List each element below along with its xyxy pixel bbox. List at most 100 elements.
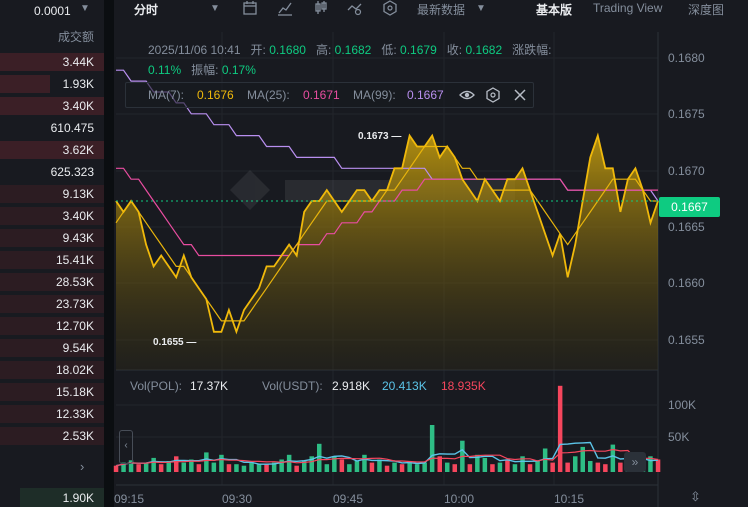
volume-bar <box>610 444 616 472</box>
volume-bar <box>384 465 390 472</box>
info-datetime: 2025/11/06 10:41 <box>148 43 241 57</box>
change-label: 涨跌幅: <box>512 43 552 57</box>
volume-bar <box>595 462 601 472</box>
indicator-settings-icon[interactable] <box>347 0 363 16</box>
chevron-down-icon[interactable]: ▼ <box>476 3 486 14</box>
volume-bar <box>497 462 503 472</box>
volume-bar <box>490 464 495 472</box>
last-trade-row: 1.90K <box>20 488 104 507</box>
vol-ma-a: 20.413K <box>382 379 427 393</box>
high-annotation: 0.1673 — <box>358 131 402 142</box>
volume-bar <box>121 462 126 472</box>
volume-bar <box>565 462 570 472</box>
volume-bar <box>219 454 224 472</box>
trade-row: 28.53K <box>0 271 104 291</box>
trade-row: 9.54K <box>0 337 104 357</box>
trade-row-value: 9.13K <box>62 187 94 201</box>
volume-bar <box>573 456 578 472</box>
volume-bar <box>603 464 608 472</box>
volume-bar <box>527 464 533 472</box>
trade-row-value: 12.70K <box>55 319 94 333</box>
volume-bar <box>354 461 360 472</box>
volume-bar <box>399 464 405 472</box>
trade-row-value: 625.323 <box>50 165 94 179</box>
trade-row-bar <box>0 141 104 159</box>
tab-depth[interactable]: 深度图 <box>688 3 725 17</box>
scroll-left-handle[interactable]: ‹ <box>119 430 133 464</box>
volume-bar <box>241 465 247 472</box>
trade-row-bar <box>0 97 104 115</box>
open-value: 0.1680 <box>269 43 306 57</box>
hexagon-settings-icon[interactable] <box>382 0 398 16</box>
trade-row-bar <box>0 53 104 71</box>
calendar-icon[interactable] <box>242 0 258 16</box>
trade-row-bar <box>0 383 104 401</box>
volume-bar <box>392 462 397 472</box>
volume-bar <box>158 464 164 472</box>
trade-row: 9.43K <box>0 227 104 247</box>
volume-bar <box>143 462 149 472</box>
volume-bar <box>369 462 375 472</box>
volume-bar <box>362 454 367 472</box>
trade-row-bar <box>0 295 104 313</box>
volume-bar <box>407 461 412 472</box>
vol-pol-label: Vol(POL): <box>130 379 183 393</box>
ma99-label: MA(99): <box>353 88 396 102</box>
trade-row: 15.18K <box>0 381 104 401</box>
settings-hex-icon[interactable] <box>485 87 501 103</box>
trade-row: 12.70K <box>0 315 104 335</box>
trade-row-value: 610.475 <box>50 121 94 135</box>
trade-row: 3.62K <box>0 139 104 159</box>
trade-row-bar <box>0 361 104 379</box>
tab-basic[interactable]: 基本版 <box>536 3 573 17</box>
trade-row-value: 3.62K <box>62 143 94 157</box>
vol-usdt-value: 2.918K <box>332 379 371 393</box>
axis-reset-icon[interactable]: ⇳ <box>690 489 701 504</box>
volume-bar <box>512 464 518 472</box>
trade-row-bar <box>0 251 104 269</box>
high-label: 高: <box>315 43 332 57</box>
chevron-right-icon[interactable]: › <box>80 459 85 474</box>
close-icon[interactable] <box>512 87 528 103</box>
volume-bar <box>414 464 420 472</box>
vol-pol-value: 17.37K <box>190 379 229 393</box>
volume-bar <box>437 456 442 472</box>
latest-data-dropdown[interactable]: 最新数据 <box>417 3 466 17</box>
volume-bar <box>429 425 435 472</box>
volume-bar <box>467 464 473 472</box>
volume-bar <box>445 462 450 472</box>
trade-panel: 0.0001 ▼ 成交额 3.44K 1.93K 3.40K 610.475 3.62K… <box>0 0 104 507</box>
ohlc-info: 2025/11/06 10:41 开: 0.1680 高: 0.1682 低: … <box>148 40 648 80</box>
trade-row-value: 3.44K <box>62 55 94 69</box>
vol-ma-b: 18.935K <box>441 379 486 393</box>
volume-bar <box>542 448 548 472</box>
chevron-down-icon[interactable]: ▼ <box>210 3 220 14</box>
volume-bar <box>482 457 488 472</box>
volume-bar <box>166 461 171 472</box>
high-value: 0.1682 <box>334 43 372 57</box>
volume-bar <box>377 459 382 472</box>
price-tick-label: 0.1665 <box>668 220 705 234</box>
change-value: 0.11% <box>148 63 182 77</box>
trade-row: 18.02K <box>0 359 104 379</box>
trade-row: 625.323 <box>0 161 104 181</box>
low-annotation-value: 0.1655 <box>153 337 184 348</box>
trade-row-bar <box>0 427 104 445</box>
eye-icon[interactable] <box>459 87 475 103</box>
precision-selector[interactable]: 0.0001 ▼ <box>0 0 104 22</box>
interval-selector[interactable]: 分时 <box>134 3 159 17</box>
tab-tradingview[interactable]: Trading View <box>593 1 663 15</box>
current-price-tag: 0.1667 <box>659 197 720 217</box>
trade-row-value: 18.02K <box>55 363 94 377</box>
scroll-right-icon[interactable]: » <box>624 452 646 472</box>
trade-row-bar <box>0 75 50 93</box>
trade-row-bar <box>0 229 104 247</box>
volume-bar <box>550 462 555 472</box>
candlestick-icon[interactable] <box>313 0 329 16</box>
line-chart-icon[interactable] <box>277 0 293 16</box>
trade-row: 2.53K <box>0 425 104 445</box>
ma7-label: MA(7): <box>148 88 184 102</box>
low-label: 低: <box>381 43 397 57</box>
chart-toolbar: 分时 ▼ 最新数据 ▼ 基本版 Trading View 深度图 <box>114 0 748 18</box>
